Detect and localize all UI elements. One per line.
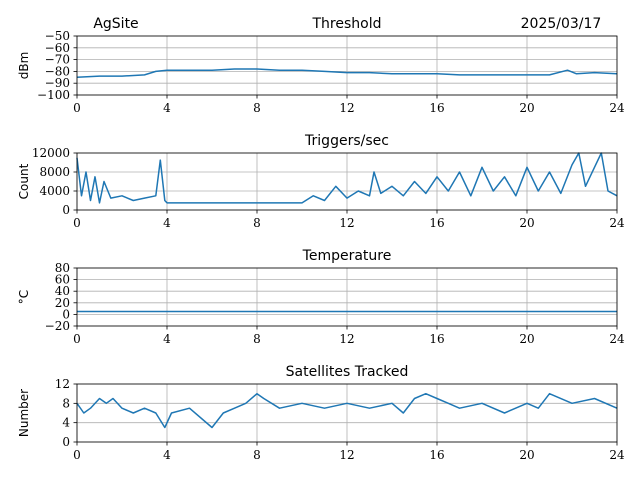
temperature-ytick-label-5: 80 [55,261,70,275]
triggers-sec-xtick-label-4: 16 [429,216,444,230]
temperature-ytick-label-4: 60 [55,273,70,287]
temperature-ytick-label-1: 0 [62,307,70,321]
temperature-ytick-label-0: −20 [45,319,70,333]
triggers-sec-series-line [76,152,618,204]
satellites-tracked-ytick-label-2: 8 [62,396,70,410]
satellites-tracked-xtick-label-4: 16 [429,448,444,462]
triggers-sec-xtick-label-3: 12 [339,216,354,230]
triggers-sec-ylabel: Count [17,163,31,199]
satellites-tracked-xtick-label-2: 8 [253,448,261,462]
threshold-xtick-label-5: 20 [519,101,534,115]
triggers-sec-ytick-label-2: 8000 [39,165,70,179]
satellites-tracked-ytick-label-3: 12 [55,377,70,391]
triggers-sec-xtick-label-0: 0 [73,216,81,230]
triggers-sec-ytick-label-3: 12000 [32,146,70,160]
satellites-tracked-xtick-label-3: 12 [339,448,354,462]
temperature-xtick-label-4: 16 [429,332,444,346]
threshold-xtick-label-1: 4 [163,101,171,115]
satellites-tracked-xtick-label-0: 0 [73,448,81,462]
satellites-tracked-ytick-label-1: 4 [62,416,70,430]
threshold-ytick-label-3: −70 [45,53,70,67]
satellites-tracked-xtick-label-5: 20 [519,448,534,462]
threshold-ytick-label-1: −90 [45,76,70,90]
threshold-ytick-label-0: −100 [37,88,70,102]
triggers-sec-panel: 0 4 8 12 16 20 24 0 4000 8000 12000 Triggers/sec Cou… [17,133,625,230]
threshold-ytick-label-2: −80 [45,64,70,78]
satellites-tracked-ytick-label-0: 0 [62,435,70,449]
temperature-ytick-label-2: 20 [55,296,70,310]
threshold-xtick-label-6: 24 [609,101,625,115]
temperature-xtick-label-3: 12 [339,332,354,346]
satellites-tracked-xtick-label-6: 24 [609,448,625,462]
triggers-sec-xtick-label-6: 24 [609,216,625,230]
temperature-ylabel: °C [17,290,31,304]
temperature-xtick-label-1: 4 [163,332,171,346]
threshold-ytick-label-5: −50 [45,29,70,43]
triggers-sec-xtick-label-1: 4 [163,216,171,230]
triggers-sec-xtick-label-5: 20 [519,216,534,230]
temperature-xtick-label-5: 20 [519,332,534,346]
site-name: AgSite [93,16,138,32]
satellites-tracked-ylabel: Number [17,389,31,437]
threshold-xtick-label-4: 16 [429,101,444,115]
threshold-ylabel: dBm [17,52,31,80]
temperature-title: Temperature [302,248,392,264]
triggers-sec-ytick-label-1: 4000 [39,184,70,198]
triggers-sec-ytick-label-0: 0 [62,203,70,217]
threshold-ytick-label-4: −60 [45,41,70,55]
satellites-tracked-panel: 0 4 8 12 16 20 24 0 4 8 12 Satellites Tracked Number [17,364,625,462]
satellites-tracked-title: Satellites Tracked [286,364,409,380]
temperature-ytick-label-3: 40 [55,284,70,298]
temperature-xtick-label-6: 24 [609,332,625,346]
threshold-panel: 0 4 8 12 16 20 24 −100−90−80−70−60−50 Threshold d… [17,16,625,115]
threshold-xtick-label-3: 12 [339,101,354,115]
threshold-series-line [76,68,618,79]
triggers-sec-title: Triggers/sec [304,133,389,149]
threshold-title: Threshold [312,16,382,32]
satellites-tracked-xtick-label-1: 4 [163,448,171,462]
threshold-xtick-label-2: 8 [253,101,261,115]
temperature-xtick-label-0: 0 [73,332,81,346]
satellites-tracked-series-line [76,392,618,429]
threshold-xtick-label-0: 0 [73,101,81,115]
triggers-sec-xtick-label-2: 8 [253,216,261,230]
date-label: 2025/03/17 [521,16,602,32]
temperature-xtick-label-2: 8 [253,332,261,346]
